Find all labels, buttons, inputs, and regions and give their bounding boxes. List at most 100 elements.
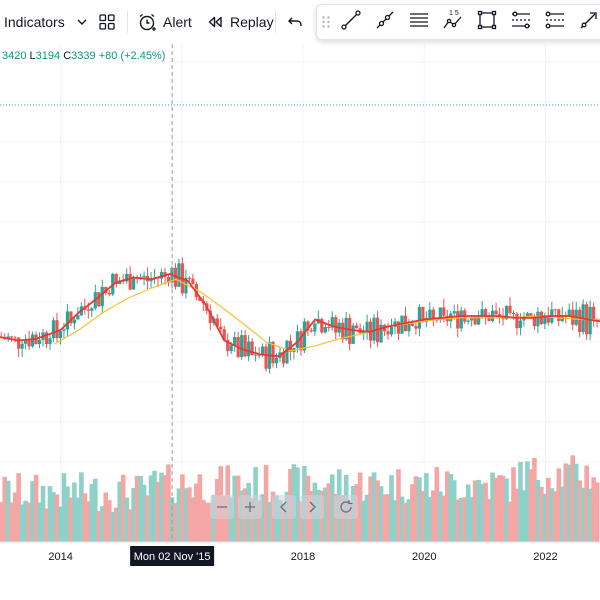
fast-moving-average-line	[0, 273, 600, 358]
rectangle-tool[interactable]	[473, 9, 501, 35]
volume-bar	[518, 461, 523, 542]
volume-bar	[563, 463, 569, 542]
candle-body	[578, 309, 582, 332]
volume-bar	[173, 503, 178, 542]
candle-body	[159, 272, 164, 279]
volume-bar	[413, 476, 419, 542]
candle-body	[410, 323, 415, 326]
volume-bar	[249, 498, 255, 542]
candle-body	[431, 309, 435, 320]
scroll-right-button[interactable]	[300, 495, 324, 519]
candle-body	[309, 330, 313, 332]
regression-channel-icon	[544, 9, 566, 36]
volume-bar	[587, 488, 593, 542]
legend-low: 3194	[35, 50, 61, 62]
candle-body	[55, 320, 59, 339]
candle-body	[208, 310, 212, 323]
ohlc-legend: 3420 L3194 C3339 +80 (+2.45%)	[2, 50, 165, 62]
volume-bar	[295, 467, 300, 542]
candle-body	[264, 346, 268, 369]
horizontal-lines-icon	[408, 9, 430, 36]
zoom-in-button[interactable]	[238, 495, 262, 519]
volume-bar	[403, 503, 408, 542]
candle-body	[504, 305, 509, 320]
arrow-line-icon	[578, 9, 600, 36]
chart-grid	[0, 44, 600, 542]
volume-bar	[364, 494, 370, 542]
volume-bar	[469, 496, 474, 542]
volume-bar	[0, 502, 4, 542]
candle-body	[438, 307, 442, 321]
crosshair-date: Mon 02 Nov '15	[134, 551, 211, 563]
time-axis-tick-label: 2018	[291, 551, 315, 563]
volume-bar	[559, 486, 565, 542]
volume-bar	[134, 475, 140, 542]
candle-body	[86, 309, 90, 311]
volume-bar	[124, 497, 129, 542]
horizontal-lines-tool[interactable]	[405, 9, 433, 35]
undo-button[interactable]	[286, 6, 304, 38]
candle-body	[414, 325, 418, 329]
regression-channel-tool[interactable]	[541, 9, 569, 35]
drag-handle-icon[interactable]	[321, 15, 331, 34]
candle-body	[365, 321, 369, 332]
candle-body	[229, 344, 233, 352]
volume-bar	[75, 497, 81, 542]
candle-body	[44, 332, 49, 345]
volume-bar	[201, 499, 206, 542]
indicators-button[interactable]: Indicators	[4, 6, 65, 38]
volume-bar	[96, 511, 102, 542]
candle-body	[166, 276, 171, 283]
ray-tool[interactable]	[371, 9, 399, 35]
candle-body	[330, 317, 334, 328]
volume-bar	[326, 483, 332, 542]
volume-bar	[406, 499, 412, 542]
candle-body	[379, 324, 383, 343]
price-chart[interactable]: 2014 2018 2020 2022 Mon 02 Nov '15	[0, 44, 600, 568]
volume-bar	[82, 493, 88, 542]
parallel-channel-tool[interactable]	[507, 9, 535, 35]
fib-tool[interactable]: 1 5	[439, 9, 467, 35]
volume-bar	[389, 475, 394, 542]
volume-bar	[5, 480, 11, 542]
volume-bar	[490, 472, 495, 542]
volume-bar	[232, 475, 237, 542]
volume-bar	[424, 473, 429, 542]
candle-body	[522, 316, 526, 321]
candle-body	[362, 331, 366, 334]
arrow-line-tool[interactable]	[575, 9, 600, 35]
candle-body	[306, 321, 310, 331]
volume-bar	[507, 501, 513, 542]
candle-body	[466, 320, 470, 322]
replay-label: Replay	[230, 14, 274, 30]
volume-bar	[465, 484, 471, 542]
candle-body	[194, 283, 198, 297]
volume-bar	[427, 496, 433, 542]
zoom-out-button[interactable]	[210, 495, 234, 519]
candle-body	[532, 316, 536, 327]
top-toolbar: Indicators Alert Replay	[0, 0, 600, 44]
indicators-dropdown-button[interactable]	[76, 6, 88, 38]
layout-button[interactable]	[98, 6, 116, 38]
volume-bar	[113, 507, 119, 542]
toolbar-divider	[127, 11, 128, 33]
trend-line-tool[interactable]	[337, 9, 365, 35]
alert-button[interactable]: Alert	[137, 6, 192, 38]
undo-icon	[286, 13, 304, 31]
candle-body	[100, 286, 104, 307]
volume-bar	[169, 497, 175, 542]
volume-bar	[298, 501, 304, 542]
volume-bar	[570, 455, 576, 542]
volume-bar	[263, 464, 269, 542]
scroll-left-button[interactable]	[272, 495, 296, 519]
volume-bar	[180, 474, 185, 542]
reset-chart-button[interactable]	[334, 495, 358, 519]
candle-body	[518, 320, 523, 329]
legend-low-prefix: L	[29, 50, 36, 62]
volume-bar	[553, 491, 558, 542]
replay-button[interactable]: Replay	[206, 6, 274, 38]
candle-body	[553, 309, 557, 311]
candle-body	[90, 308, 94, 311]
legend-change: +80 (+2.45%)	[98, 50, 166, 62]
candle-body	[128, 273, 132, 290]
